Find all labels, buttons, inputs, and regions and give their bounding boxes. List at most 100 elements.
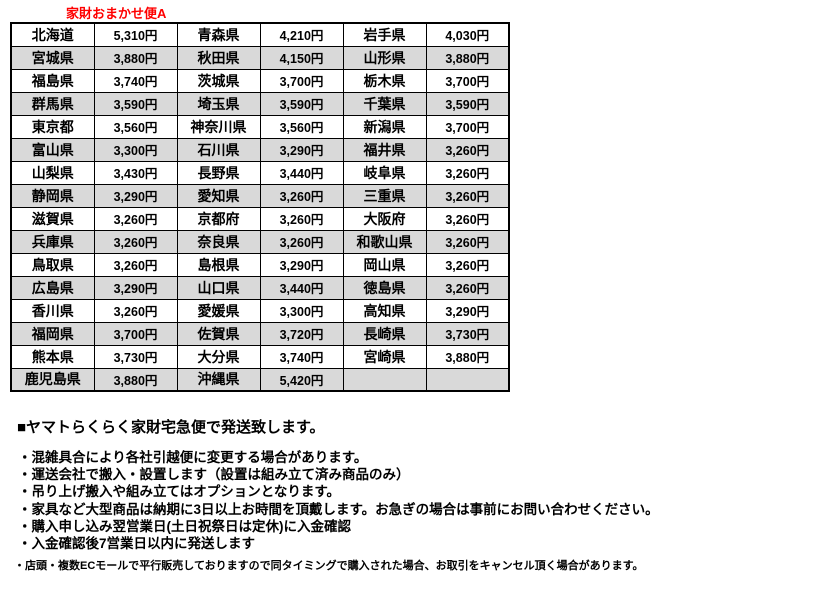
- prefecture-cell: 愛知県: [176, 183, 261, 208]
- prefecture-cell: 宮城県: [10, 45, 95, 70]
- price-cell: 3,730円: [93, 344, 178, 369]
- table-row: 熊本県 3,730円 大分県 3,740円 宮崎県 3,880円: [10, 344, 510, 369]
- prefecture-cell: 新潟県: [342, 114, 427, 139]
- note-bullet: ・運送会社で搬入・設置します（設置は組み立て済み商品のみ）: [18, 467, 410, 483]
- fee-table-title: 家財おまかせ便A: [66, 6, 167, 21]
- prefecture-cell: 千葉県: [342, 91, 427, 116]
- price-cell: 3,700円: [259, 68, 344, 93]
- prefecture-cell: 富山県: [10, 137, 95, 162]
- price-cell: 3,260円: [425, 252, 510, 277]
- price-cell: 3,260円: [259, 183, 344, 208]
- prefecture-cell: 岡山県: [342, 252, 427, 277]
- prefecture-cell: 北海道: [10, 22, 95, 47]
- prefecture-cell: 石川県: [176, 137, 261, 162]
- price-cell: 3,260円: [425, 229, 510, 254]
- prefecture-cell: 熊本県: [10, 344, 95, 369]
- price-cell: 3,290円: [425, 298, 510, 323]
- prefecture-cell: 福島県: [10, 68, 95, 93]
- price-cell: 3,440円: [259, 160, 344, 185]
- price-cell: 3,560円: [93, 114, 178, 139]
- prefecture-cell: 青森県: [176, 22, 261, 47]
- price-cell: 3,260円: [425, 137, 510, 162]
- price-cell: 3,880円: [425, 45, 510, 70]
- price-cell: 3,260円: [425, 183, 510, 208]
- prefecture-cell: 島根県: [176, 252, 261, 277]
- prefecture-cell: 福岡県: [10, 321, 95, 346]
- prefecture-cell: 長崎県: [342, 321, 427, 346]
- prefecture-cell: 香川県: [10, 298, 95, 323]
- price-cell: 3,590円: [425, 91, 510, 116]
- price-cell: 3,260円: [93, 298, 178, 323]
- note-bullet: ・購入申し込み翌営業日(土日祝祭日は定休)に入金確認: [18, 518, 351, 534]
- cancellation-footnote: ・店頭・複数ECモールで平行販売しておりますので同タイミングで購入された場合、お…: [14, 560, 644, 572]
- table-row: 滋賀県 3,260円 京都府 3,260円 大阪府 3,260円: [10, 206, 510, 231]
- price-cell: 4,030円: [425, 22, 510, 47]
- price-cell: 3,290円: [259, 252, 344, 277]
- prefecture-cell: 大分県: [176, 344, 261, 369]
- price-cell: 3,880円: [93, 45, 178, 70]
- price-cell: 3,720円: [259, 321, 344, 346]
- price-cell: 3,260円: [259, 206, 344, 231]
- fee-table-body: 北海道 5,310円 青森県 4,210円 岩手県 4,030円 宮城県 3,880円 秋田県 4…: [10, 22, 510, 392]
- price-cell: 3,440円: [259, 275, 344, 300]
- price-cell: 3,590円: [259, 91, 344, 116]
- price-cell: 3,700円: [425, 68, 510, 93]
- price-cell: 5,420円: [259, 367, 344, 392]
- price-cell: 3,300円: [259, 298, 344, 323]
- prefecture-cell: 宮崎県: [342, 344, 427, 369]
- price-cell: 3,430円: [93, 160, 178, 185]
- note-bullet: ・入金確認後7営業日以内に発送します: [18, 536, 256, 552]
- price-cell: 3,740円: [93, 68, 178, 93]
- table-row: 富山県 3,300円 石川県 3,290円 福井県 3,260円: [10, 137, 510, 162]
- prefecture-cell: 山口県: [176, 275, 261, 300]
- shipping-fee-table: 北海道 5,310円 青森県 4,210円 岩手県 4,030円 宮城県 3,880円 秋田県 4…: [10, 22, 510, 392]
- price-cell: 3,880円: [425, 344, 510, 369]
- price-cell: 4,150円: [259, 45, 344, 70]
- price-cell: [425, 367, 510, 392]
- prefecture-cell: 埼玉県: [176, 91, 261, 116]
- table-row: 山梨県 3,430円 長野県 3,440円 岐阜県 3,260円: [10, 160, 510, 185]
- prefecture-cell: 秋田県: [176, 45, 261, 70]
- prefecture-cell: 鳥取県: [10, 252, 95, 277]
- table-row: 群馬県 3,590円 埼玉県 3,590円 千葉県 3,590円: [10, 91, 510, 116]
- table-row: 兵庫県 3,260円 奈良県 3,260円 和歌山県 3,260円: [10, 229, 510, 254]
- price-cell: 3,260円: [425, 206, 510, 231]
- price-cell: 3,260円: [425, 275, 510, 300]
- prefecture-cell: 栃木県: [342, 68, 427, 93]
- prefecture-cell: 兵庫県: [10, 229, 95, 254]
- price-cell: 3,740円: [259, 344, 344, 369]
- price-cell: 3,260円: [259, 229, 344, 254]
- notes-bullets: ・混雑具合により各社引越便に変更する場合があります。 ・運送会社で搬入・設置します…: [18, 449, 818, 552]
- prefecture-cell: 京都府: [176, 206, 261, 231]
- shipping-method-heading: ■ヤマトらくらく家財宅急便で発送致します。: [17, 419, 325, 436]
- prefecture-cell: [342, 367, 427, 392]
- prefecture-cell: 大阪府: [342, 206, 427, 231]
- price-cell: 3,560円: [259, 114, 344, 139]
- table-row: 宮城県 3,880円 秋田県 4,150円 山形県 3,880円: [10, 45, 510, 70]
- price-cell: 3,290円: [93, 275, 178, 300]
- prefecture-cell: 茨城県: [176, 68, 261, 93]
- price-cell: 4,210円: [259, 22, 344, 47]
- price-cell: 3,260円: [93, 229, 178, 254]
- table-row: 鹿児島県 3,880円 沖縄県 5,420円: [10, 367, 510, 392]
- table-row: 静岡県 3,290円 愛知県 3,260円 三重県 3,260円: [10, 183, 510, 208]
- table-row: 東京都 3,560円 神奈川県 3,560円 新潟県 3,700円: [10, 114, 510, 139]
- prefecture-cell: 和歌山県: [342, 229, 427, 254]
- price-cell: 3,290円: [93, 183, 178, 208]
- prefecture-cell: 沖縄県: [176, 367, 261, 392]
- prefecture-cell: 群馬県: [10, 91, 95, 116]
- price-cell: 3,700円: [425, 114, 510, 139]
- prefecture-cell: 鹿児島県: [10, 367, 95, 392]
- table-row: 香川県 3,260円 愛媛県 3,300円 高知県 3,290円: [10, 298, 510, 323]
- price-cell: 3,880円: [93, 367, 178, 392]
- prefecture-cell: 岩手県: [342, 22, 427, 47]
- prefecture-cell: 福井県: [342, 137, 427, 162]
- table-row: 鳥取県 3,260円 島根県 3,290円 岡山県 3,260円: [10, 252, 510, 277]
- prefecture-cell: 岐阜県: [342, 160, 427, 185]
- note-bullet: ・吊り上げ搬入や組み立てはオプションとなります。: [18, 484, 340, 500]
- note-bullet: ・家具など大型商品は納期に3日以上お時間を頂戴します。お急ぎの場合は事前にお問い…: [18, 501, 659, 517]
- prefecture-cell: 広島県: [10, 275, 95, 300]
- price-cell: 5,310円: [93, 22, 178, 47]
- prefecture-cell: 東京都: [10, 114, 95, 139]
